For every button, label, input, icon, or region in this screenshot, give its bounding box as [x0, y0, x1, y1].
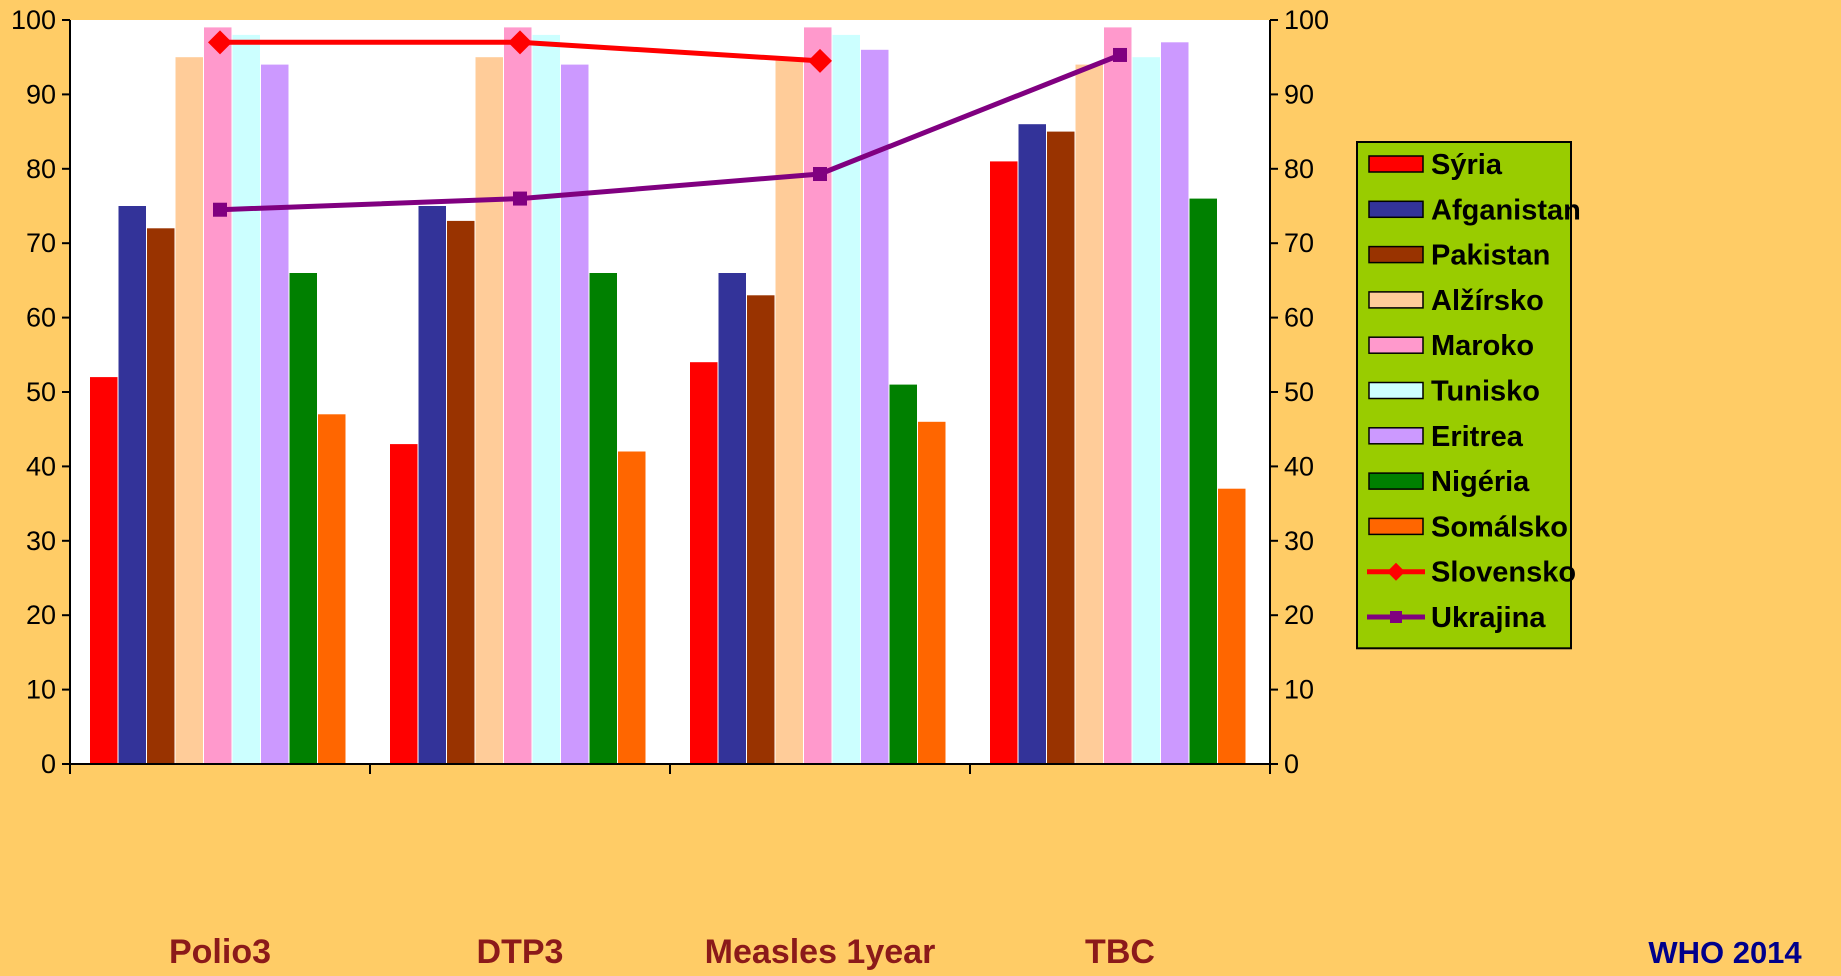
y-tick-label-right: 100 — [1284, 5, 1329, 35]
bar-eritrea-measles-1year — [861, 49, 889, 765]
y-tick-label-right: 10 — [1284, 675, 1314, 705]
bar-pakistan-measles-1year — [747, 295, 775, 764]
bar-pakistan-tbc — [1047, 131, 1075, 765]
point-ukrajina — [1113, 47, 1127, 62]
y-tick-label-left: 10 — [26, 675, 56, 705]
bar-somálsko-polio3 — [318, 414, 346, 764]
point-ukrajina — [813, 167, 827, 182]
y-tick-label-left: 30 — [26, 526, 56, 556]
bar-sýria-measles-1year — [690, 362, 718, 764]
legend-swatch — [1368, 381, 1424, 400]
point-ukrajina — [513, 191, 527, 206]
y-tick-label-right: 60 — [1284, 303, 1314, 333]
point-slovensko — [808, 48, 832, 73]
bar-tunisko-dtp3 — [532, 34, 560, 764]
y-tick-label-left: 70 — [26, 228, 56, 258]
lines-layer — [208, 30, 1127, 217]
legend-swatch — [1368, 427, 1424, 445]
point-slovensko — [508, 30, 532, 55]
y-tick-label-right: 40 — [1284, 451, 1314, 481]
y-tick-label-right: 0 — [1284, 749, 1299, 779]
legend-label: Alžírsko — [1431, 285, 1544, 317]
bar-somálsko-dtp3 — [618, 451, 646, 764]
legend-label: Nigéria — [1431, 466, 1530, 498]
bar-pakistan-dtp3 — [447, 220, 475, 764]
y-tick-label-right: 50 — [1284, 377, 1314, 407]
bars-layer — [90, 27, 1246, 765]
legend-label: Eritrea — [1431, 421, 1524, 453]
bar-afganistan-polio3 — [118, 206, 146, 764]
legend-marker — [1390, 611, 1402, 623]
legend-label: Tunisko — [1431, 376, 1540, 408]
legend-label: Maroko — [1431, 330, 1534, 362]
category-label: Polio3 — [169, 933, 271, 971]
bar-tunisko-measles-1year — [832, 34, 860, 764]
bar-sýria-tbc — [990, 161, 1018, 764]
bar-pakistan-polio3 — [147, 228, 175, 765]
category-label: Measles 1year — [705, 933, 936, 971]
y-tick-label-left: 80 — [26, 154, 56, 184]
bar-somálsko-tbc — [1218, 488, 1246, 764]
bar-sýria-polio3 — [90, 377, 118, 764]
legend-swatch — [1368, 200, 1424, 219]
bar-maroko-tbc — [1104, 27, 1132, 764]
y-tick-label-right: 30 — [1284, 526, 1314, 556]
y-tick-label-right: 70 — [1284, 228, 1314, 258]
bar-alžírsko-polio3 — [175, 57, 203, 764]
bar-nigéria-measles-1year — [889, 384, 917, 764]
y-tick-label-left: 60 — [26, 303, 56, 333]
y-tick-label-left: 0 — [41, 749, 56, 779]
legend-swatch — [1368, 336, 1424, 354]
bar-somálsko-measles-1year — [918, 421, 946, 764]
bar-afganistan-measles-1year — [718, 273, 746, 764]
bar-tunisko-tbc — [1132, 57, 1160, 764]
bar-alžírsko-dtp3 — [475, 57, 503, 764]
legend-label: Afganistan — [1431, 194, 1581, 226]
legend-swatch — [1368, 291, 1424, 309]
legend-label: Ukrajina — [1431, 602, 1546, 634]
category-label: TBC — [1085, 933, 1155, 971]
bar-tunisko-polio3 — [232, 34, 260, 764]
legend: Sýria Afganistan Pakistan Alžírsko Maroko Tun… — [1356, 141, 1581, 650]
legend-label: Sýria — [1431, 149, 1503, 181]
y-tick-label-right: 80 — [1284, 154, 1314, 184]
y-tick-label-left: 20 — [26, 600, 56, 630]
legend-label: Slovensko — [1431, 557, 1576, 589]
y-tick-label-left: 90 — [26, 79, 56, 109]
legend-swatch — [1368, 517, 1424, 536]
legend-swatch — [1368, 245, 1424, 264]
legend-marker — [1387, 562, 1405, 581]
bar-alžírsko-tbc — [1075, 64, 1103, 765]
bar-eritrea-tbc — [1161, 42, 1189, 765]
bar-maroko-dtp3 — [504, 27, 532, 764]
y-tick-label-right: 20 — [1284, 600, 1314, 630]
bar-eritrea-polio3 — [261, 64, 289, 765]
legend-swatch — [1368, 472, 1424, 490]
bar-maroko-polio3 — [204, 27, 232, 764]
point-slovensko — [208, 30, 232, 55]
y-tick-label-left: 50 — [26, 377, 56, 407]
legend-label: Somálsko — [1431, 511, 1568, 543]
source-label: WHO 2014 — [1648, 935, 1802, 970]
line-ukrajina — [219, 52, 1121, 213]
y-tick-label-left: 100 — [11, 5, 56, 35]
axes-layer: 0 0 10 10 20 20 30 30 40 40 50 50 60 60 70 70 80 80 90 90 10… — [11, 5, 1329, 971]
bar-alžírsko-measles-1year — [775, 57, 803, 764]
bar-nigéria-dtp3 — [589, 273, 617, 764]
legend-swatch — [1368, 155, 1424, 173]
y-tick-label-left: 40 — [26, 451, 56, 481]
bar-afganistan-dtp3 — [418, 206, 446, 764]
legend-label: Pakistan — [1431, 240, 1550, 272]
point-ukrajina — [213, 202, 227, 217]
y-tick-label-right: 90 — [1284, 79, 1314, 109]
category-label: DTP3 — [477, 933, 564, 971]
bar-nigéria-tbc — [1189, 198, 1217, 765]
bar-afganistan-tbc — [1018, 124, 1046, 764]
bar-sýria-dtp3 — [390, 444, 418, 764]
bar-nigéria-polio3 — [289, 273, 317, 764]
bar-eritrea-dtp3 — [561, 64, 589, 765]
bar-maroko-measles-1year — [804, 27, 832, 764]
